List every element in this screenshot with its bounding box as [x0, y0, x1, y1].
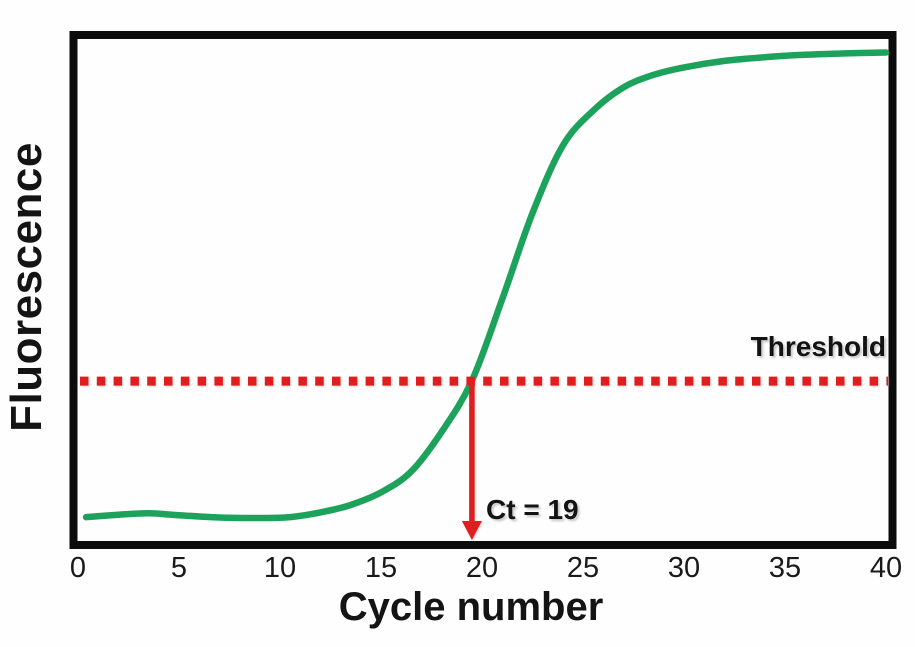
- x-tick-label-0: 0: [69, 552, 87, 584]
- x-tick-label-10: 10: [263, 552, 297, 584]
- x-tick-label-5: 5: [170, 552, 188, 584]
- amplification-curve: [82, 49, 890, 522]
- threshold-label: Threshold: [750, 331, 886, 362]
- x-tick-label-15: 15: [364, 552, 398, 584]
- x-tick-label-20: 20: [465, 552, 499, 584]
- x-axis-ticks: 0 5 10 15 20 25 30 35 40: [0, 552, 915, 586]
- x-tick-label-35: 35: [768, 552, 802, 584]
- x-tick-label-30: 30: [667, 552, 701, 584]
- ct-label: Ct = 19: [486, 494, 579, 525]
- ct-arrow-head-icon: [461, 521, 482, 540]
- x-tick-label-40: 40: [869, 552, 903, 584]
- plot-frame: [69, 31, 897, 549]
- x-tick-label-25: 25: [566, 552, 600, 584]
- ct-arrow: [461, 385, 482, 540]
- x-axis-label: Cycle number: [338, 585, 604, 629]
